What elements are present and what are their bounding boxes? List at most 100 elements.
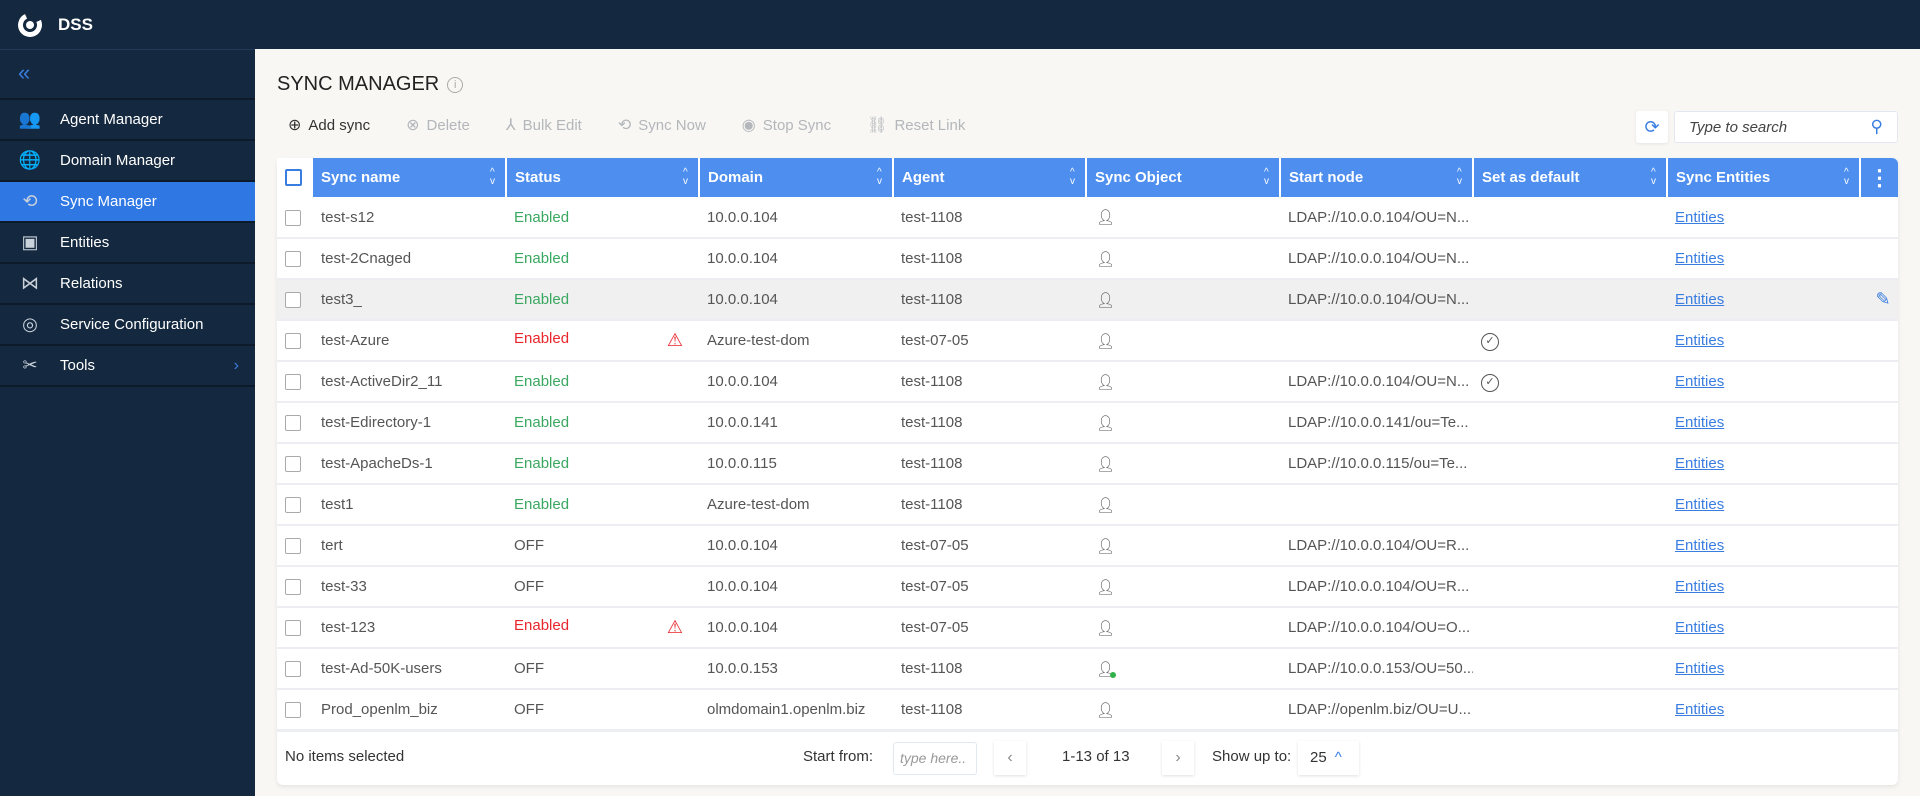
table-row[interactable]: test-Azure Enabled ⚠ Azure-test-dom test-07-… — [277, 320, 1898, 362]
prev-page-button[interactable]: ‹ — [994, 741, 1026, 775]
column-header-status[interactable]: Status ^ v — [506, 158, 700, 197]
sort-icon[interactable]: ^ v — [1651, 167, 1656, 187]
row-checkbox[interactable] — [285, 702, 301, 719]
sidebar-item-entities[interactable]: ▣ Entities — [0, 223, 255, 264]
sort-icon[interactable]: ^ v — [1070, 167, 1075, 187]
row-checkbox[interactable] — [285, 538, 301, 555]
table-row[interactable]: Prod_openlm_biz OFF olmdomain1.openlm.biz t… — [277, 689, 1898, 731]
info-icon[interactable]: i — [447, 76, 464, 93]
table-row[interactable]: test-Ad-50K-users OFF 10.0.0.153 test-1108 👤… — [277, 648, 1898, 690]
entities-link[interactable]: Entities — [1675, 660, 1725, 677]
add-sync-button[interactable]: ⊕ Add sync — [288, 115, 370, 135]
search-icon[interactable]: ⚲ — [1870, 117, 1883, 136]
entities-cell: Entities — [1667, 525, 1860, 567]
bulk-edit-button[interactable]: ⅄ Bulk Edit — [506, 115, 582, 135]
row-checkbox[interactable] — [285, 661, 301, 678]
sync-now-button[interactable]: ⟲ Sync Now — [618, 115, 706, 135]
sync-object-cell: 👤︎ — [1086, 566, 1280, 608]
row-checkbox[interactable] — [285, 415, 301, 432]
delete-button[interactable]: ⊗ Delete — [406, 115, 470, 135]
column-header-domain[interactable]: Domain ^ v — [699, 158, 894, 197]
table-row[interactable]: test1 Enabled Azure-test-dom test-1108 👤︎ Ent… — [277, 484, 1898, 526]
column-header-start-node[interactable]: Start node ^ v — [1280, 158, 1474, 197]
column-header-sync-object[interactable]: Sync Object ^ v — [1086, 158, 1281, 197]
domain: 10.0.0.115 — [699, 443, 893, 485]
refresh-icon: ⟳ — [1644, 117, 1660, 137]
table-row[interactable]: tert OFF 10.0.0.104 test-07-05 👤︎ LDAP://10.0… — [277, 525, 1898, 567]
sync-object-cell: 👤︎ — [1086, 689, 1280, 731]
table-row[interactable]: test-2Cnaged Enabled 10.0.0.104 test-1108 👤︎… — [277, 238, 1898, 280]
column-header-sync-name[interactable]: Sync name ^ v — [313, 158, 507, 197]
entities-link[interactable]: Entities — [1675, 208, 1725, 226]
row-checkbox[interactable] — [285, 209, 301, 226]
row-checkbox[interactable] — [285, 579, 301, 596]
column-header-set-as-default[interactable]: Set as default ^ v — [1473, 158, 1668, 197]
sidebar-item-sync-manager[interactable]: ⟲ Sync Manager — [0, 182, 255, 223]
table-row[interactable]: test-s12 Enabled 10.0.0.104 test-1108 👤︎ LDAP… — [277, 197, 1898, 239]
search-input[interactable] — [1675, 112, 1855, 142]
stop-circle-icon: ◉ — [741, 117, 756, 134]
sort-icon[interactable]: ^ v — [1264, 167, 1269, 187]
entities-link[interactable]: Entities — [1675, 332, 1725, 349]
sidebar-item-agent-manager[interactable]: 👥 Agent Manager — [0, 100, 255, 141]
set-as-default-cell — [1473, 402, 1667, 444]
selection-status: No items selected — [285, 748, 405, 765]
entities-link[interactable]: Entities — [1675, 496, 1725, 513]
sync-object-cell: 👤︎ — [1086, 648, 1280, 690]
column-header-agent[interactable]: Agent ^ v — [893, 158, 1087, 197]
sort-icon[interactable]: ^ v — [683, 167, 688, 187]
select-all-checkbox[interactable] — [285, 169, 302, 187]
column-header-label: Set as default — [1482, 169, 1580, 186]
next-page-button[interactable]: › — [1162, 741, 1194, 775]
entities-link[interactable]: Entities — [1675, 373, 1725, 390]
row-checkbox[interactable] — [285, 374, 301, 391]
entities-link[interactable]: Entities — [1675, 414, 1725, 431]
row-checkbox[interactable] — [285, 456, 301, 473]
entities-cell: Entities — [1667, 279, 1860, 321]
status-text: Enabled — [514, 291, 570, 308]
column-header-sync-entities[interactable]: Sync Entities ^ v — [1667, 158, 1861, 197]
sort-icon[interactable]: ^ v — [877, 167, 882, 187]
row-actions-cell — [1860, 648, 1898, 690]
page-size-select[interactable]: 25 ^ — [1298, 741, 1359, 775]
entities-link[interactable]: Entities — [1675, 578, 1725, 595]
row-checkbox[interactable] — [285, 497, 301, 514]
sort-icon[interactable]: ^ v — [1457, 167, 1462, 187]
row-checkbox[interactable] — [285, 333, 301, 350]
user-icon: 👤︎ — [1096, 291, 1116, 309]
start-node: LDAP://10.0.0.104/OU=N... — [1280, 197, 1473, 239]
row-checkbox[interactable] — [285, 620, 301, 637]
table-row[interactable]: test-ApacheDs-1 Enabled 10.0.0.115 test-110… — [277, 443, 1898, 485]
stop-sync-button[interactable]: ◉ Stop Sync — [742, 115, 831, 135]
entities-link[interactable]: Entities — [1675, 619, 1725, 636]
start-from-input[interactable]: type here.. — [893, 742, 977, 775]
entities-link[interactable]: Entities — [1675, 701, 1725, 718]
entities-link[interactable]: Entities — [1675, 455, 1725, 472]
refresh-button[interactable]: ⟳ — [1636, 111, 1668, 143]
chevron-left-icon: ‹ — [1007, 749, 1013, 766]
tools-icon: ✂ — [22, 355, 38, 375]
entities-link[interactable]: Entities — [1675, 537, 1725, 554]
table-row[interactable]: test3_ Enabled 10.0.0.104 test-1108 👤︎ LDAP:/… — [277, 279, 1898, 321]
table-row[interactable]: test-Edirectory-1 Enabled 10.0.0.141 test-1… — [277, 402, 1898, 444]
column-options-button[interactable]: ⋮ — [1860, 158, 1898, 197]
sidebar-item-service-configuration[interactable]: ◎ Service Configuration — [0, 305, 255, 346]
start-node: LDAP://10.0.0.104/OU=N... — [1280, 361, 1473, 403]
sidebar-item-tools[interactable]: ✂ Tools › — [0, 346, 255, 387]
status-cell: Enabled — [506, 484, 699, 526]
collapse-sidebar-button[interactable]: « — [0, 50, 255, 100]
edit-pencil-icon[interactable]: ✎ — [1875, 289, 1891, 309]
sidebar-item-domain-manager[interactable]: 🌐 Domain Manager — [0, 141, 255, 182]
table-row[interactable]: test-ActiveDir2_11 Enabled 10.0.0.104 test-… — [277, 361, 1898, 403]
reset-link-button[interactable]: ⛓ Reset Link — [867, 115, 965, 135]
sort-icon[interactable]: ^ v — [1844, 167, 1849, 187]
column-header-label: Sync Entities — [1676, 169, 1771, 186]
table-row[interactable]: test-123 Enabled ⚠ 10.0.0.104 test-07-05 👤︎ LD… — [277, 607, 1898, 649]
sidebar-item-relations[interactable]: ⋈ Relations — [0, 264, 255, 305]
sort-icon[interactable]: ^ v — [490, 167, 495, 187]
row-checkbox[interactable] — [285, 292, 301, 309]
entities-link[interactable]: Entities — [1675, 250, 1725, 267]
entities-link[interactable]: Entities — [1675, 291, 1725, 308]
table-row[interactable]: test-33 OFF 10.0.0.104 test-07-05 👤︎ LDAP://1… — [277, 566, 1898, 608]
row-checkbox[interactable] — [285, 251, 301, 268]
